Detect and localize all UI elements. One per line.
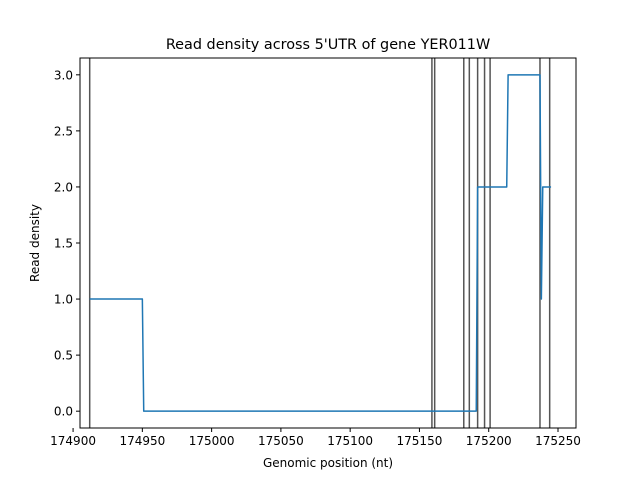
y-axis-ticks: 0.0 0.5 1.0 1.5 2.0 2.5 3.0 <box>54 68 80 419</box>
x-tick-label: 174900 <box>50 434 96 448</box>
x-tick-label: 175200 <box>466 434 512 448</box>
y-tick-label: 0.5 <box>54 349 73 363</box>
x-tick-label: 174950 <box>119 434 165 448</box>
chart-title: Read density across 5'UTR of gene YER011… <box>166 37 490 53</box>
x-tick-label: 175050 <box>258 434 304 448</box>
x-tick-label: 175150 <box>397 434 443 448</box>
x-tick-label: 175100 <box>327 434 373 448</box>
x-tick-label: 175250 <box>535 434 581 448</box>
y-tick-label: 1.0 <box>54 293 73 307</box>
y-tick-label: 2.5 <box>54 124 73 138</box>
y-tick-label: 2.0 <box>54 180 73 194</box>
x-axis-label: Genomic position (nt) <box>263 456 393 470</box>
x-axis-ticks: 174900 174950 175000 175050 175100 175150 1752… <box>50 428 581 448</box>
y-tick-label: 1.5 <box>54 237 73 251</box>
series-layer <box>89 74 552 412</box>
y-axis-label: Read density <box>28 204 42 282</box>
x-tick-label: 175000 <box>189 434 235 448</box>
y-tick-label: 0.0 <box>54 405 73 419</box>
series-line-0 <box>89 74 552 412</box>
y-tick-label: 3.0 <box>54 68 73 82</box>
